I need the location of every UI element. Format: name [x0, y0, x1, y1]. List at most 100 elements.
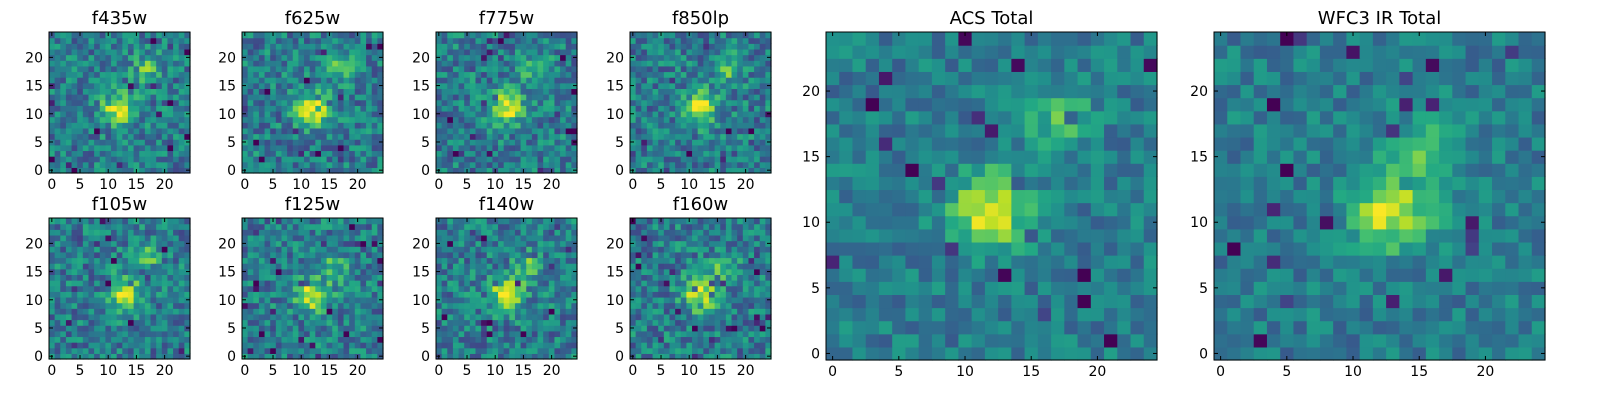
heatmap-cell: [287, 240, 294, 247]
heatmap-cell: [156, 240, 163, 247]
heatmap-cell: [60, 167, 67, 174]
heatmap-cell: [366, 280, 373, 287]
heatmap-cell: [565, 336, 572, 343]
heatmap-cell: [452, 291, 460, 298]
heatmap-cell: [309, 257, 316, 264]
heatmap-cell: [635, 116, 642, 123]
heatmap-cell: [509, 223, 516, 230]
heatmap-cell: [292, 330, 299, 338]
heatmap-cell: [275, 37, 283, 44]
heatmap-cell: [759, 161, 766, 168]
heatmap-cell: [663, 313, 671, 321]
heatmap-cell: [526, 150, 533, 157]
heatmap-cell: [127, 291, 135, 298]
heatmap-cell: [475, 274, 482, 281]
heatmap-cell: [436, 133, 443, 140]
heatmap-cell: [714, 285, 721, 292]
heatmap-cell: [127, 257, 135, 264]
heatmap-cell: [337, 82, 345, 89]
heatmap-cell: [77, 110, 84, 118]
heatmap-cell: [675, 325, 682, 332]
heatmap-cell: [469, 161, 477, 168]
heatmap-cell: [714, 133, 721, 140]
heatmap-cell: [458, 60, 465, 67]
heatmap-cell: [703, 325, 710, 332]
heatmap-cell: [725, 122, 733, 129]
heatmap-cell: [441, 223, 448, 230]
heatmap-cell: [150, 105, 157, 112]
heatmap-cell: [565, 296, 572, 304]
heatmap-cell: [309, 330, 316, 338]
heatmap-cell: [309, 48, 316, 56]
heatmap-cell: [65, 347, 73, 354]
heatmap-cell: [264, 37, 271, 44]
heatmap-cell: [111, 161, 118, 168]
heatmap-cell: [264, 223, 271, 230]
heatmap-cell: [65, 319, 73, 326]
heatmap-cell: [731, 71, 738, 78]
y-tick-label: 15: [412, 265, 430, 281]
heatmap-cell: [725, 88, 733, 95]
heatmap-cell: [571, 308, 578, 315]
heatmap-cell: [60, 319, 67, 326]
heatmap-cell: [270, 156, 277, 163]
heatmap-cell: [641, 37, 648, 44]
heatmap-cell: [144, 251, 152, 259]
heatmap-cell: [60, 133, 67, 140]
heatmap-cell: [337, 285, 345, 292]
heatmap-cell: [77, 229, 84, 236]
heatmap-cell: [270, 54, 277, 61]
heatmap-cell: [737, 99, 744, 106]
heatmap-cell: [54, 32, 61, 39]
heatmap-cell: [742, 54, 750, 61]
heatmap-cell: [105, 144, 112, 152]
heatmap-cell: [548, 223, 556, 230]
heatmap-cell: [349, 77, 356, 84]
heatmap-cell: [531, 234, 539, 242]
heatmap-cell: [332, 65, 339, 73]
heatmap-cell: [697, 48, 704, 56]
heatmap-cell: [377, 291, 384, 298]
axes-frame: [629, 31, 772, 174]
heatmap-cell: [298, 257, 305, 264]
heatmap-cell: [720, 296, 727, 304]
heatmap-cell: [150, 218, 157, 225]
heatmap-cell: [82, 347, 90, 354]
heatmap-cell: [692, 116, 699, 123]
heatmap-cell: [509, 122, 516, 129]
heatmap-cell: [526, 296, 533, 304]
heatmap-cell: [242, 280, 249, 287]
heatmap-cell: [337, 246, 345, 253]
heatmap-cell: [469, 43, 477, 50]
heatmap-cell: [270, 296, 277, 304]
heatmap-cell: [652, 285, 659, 292]
heatmap-cell: [571, 156, 578, 163]
heatmap-cell: [99, 127, 106, 135]
heatmap-cell: [150, 122, 157, 129]
heatmap-cell: [88, 43, 95, 50]
heatmap-cell: [652, 99, 659, 106]
y-tick-label: 0: [227, 163, 236, 179]
heatmap-cell: [253, 223, 260, 230]
heatmap-cell: [122, 60, 129, 67]
heatmap-cell: [150, 353, 157, 360]
heatmap-cell: [337, 347, 345, 354]
heatmap-cell: [326, 308, 333, 315]
heatmap-cell: [275, 43, 283, 50]
heatmap-cell: [88, 342, 95, 349]
heatmap-cell: [184, 229, 191, 236]
heatmap-cell: [309, 313, 316, 321]
heatmap-cell: [54, 308, 61, 315]
heatmap-cell: [498, 218, 505, 225]
heatmap-cell: [680, 48, 687, 56]
heatmap-cell: [116, 234, 123, 242]
heatmap-cell: [686, 274, 693, 281]
heatmap-cell: [503, 296, 510, 304]
heatmap-cell: [663, 308, 671, 315]
heatmap-cell: [99, 330, 106, 338]
heatmap-cell: [377, 37, 384, 44]
heatmap-cell: [441, 71, 448, 78]
heatmap-cell: [697, 139, 704, 146]
heatmap-cell: [720, 280, 727, 287]
